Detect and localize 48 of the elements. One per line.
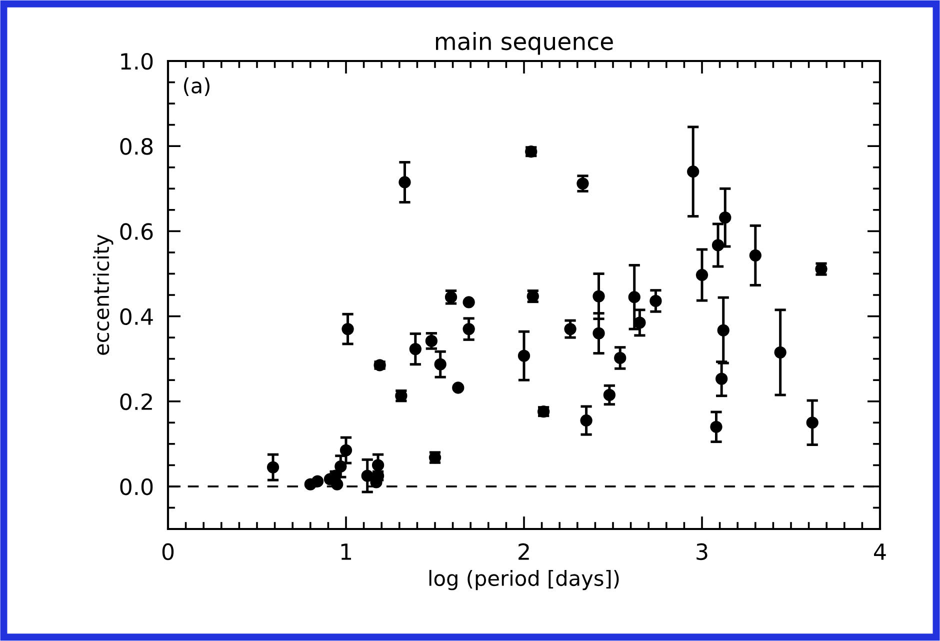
point: [712, 239, 724, 252]
y-axis-title: eccentricity: [93, 234, 114, 355]
annotation: (a): [184, 77, 210, 96]
point: [806, 416, 818, 429]
point: [266, 461, 280, 474]
y-tick-label: 0.2: [120, 393, 152, 410]
x-tick-label: 1: [341, 544, 352, 560]
point: [710, 420, 722, 433]
point: [580, 414, 592, 427]
point: [462, 296, 475, 308]
point: [462, 322, 475, 336]
x-tick-label: 0: [162, 543, 174, 560]
point: [334, 460, 347, 473]
point: [650, 294, 662, 308]
point: [342, 322, 354, 336]
point: [518, 350, 530, 362]
y-tick-label: 0.6: [120, 223, 153, 240]
point: [628, 291, 640, 304]
point: [687, 166, 700, 178]
point: [774, 346, 786, 359]
point: [398, 176, 411, 188]
point: [696, 268, 708, 282]
y-tick-label: 0.0: [120, 478, 153, 496]
y-tick-label: 1.0: [121, 52, 153, 70]
point: [311, 475, 324, 488]
point: [603, 388, 616, 402]
chart-title: main sequence: [436, 32, 613, 55]
point: [716, 372, 728, 385]
y-tick-label: 0.4: [120, 308, 153, 326]
x-tick-label: 2: [518, 543, 529, 560]
point: [409, 342, 422, 356]
point: [614, 352, 626, 364]
point: [717, 324, 730, 336]
point: [576, 177, 589, 190]
point: [564, 322, 576, 336]
point: [372, 459, 384, 472]
x-axis-title: log (period [days]): [429, 570, 619, 590]
point: [592, 327, 605, 340]
point: [592, 290, 605, 302]
x-tick-label: 4: [874, 544, 886, 560]
point: [340, 444, 352, 456]
point: [452, 382, 464, 394]
point: [719, 211, 732, 224]
point: [434, 358, 446, 370]
point: [361, 470, 374, 482]
y-tick-label: 0.8: [120, 138, 153, 155]
x-tick-label: 3: [696, 543, 708, 560]
point: [749, 249, 762, 262]
